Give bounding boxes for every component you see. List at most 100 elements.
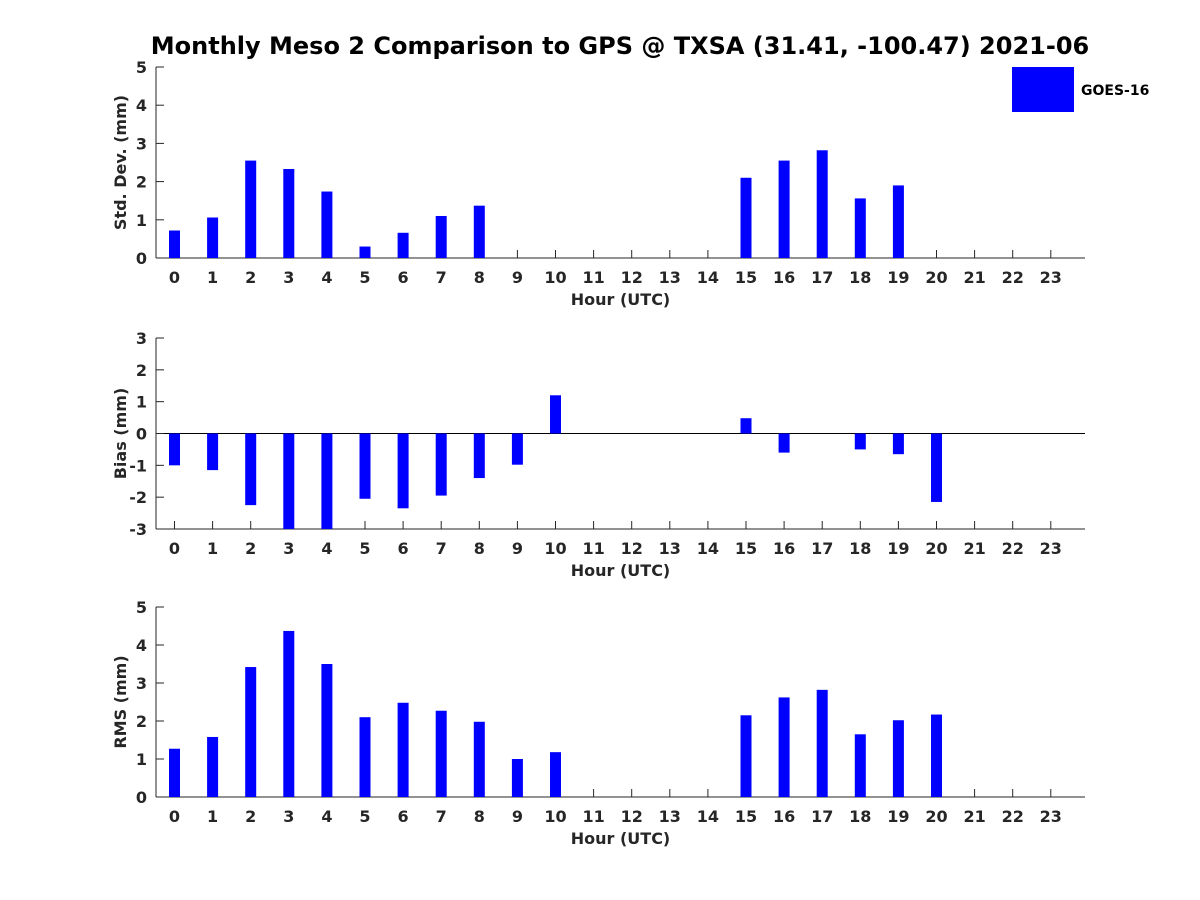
bar-hour-0: [169, 433, 180, 466]
y-tick-label: 4: [136, 96, 147, 115]
bar-hour-15: [740, 418, 752, 434]
x-tick-label: 9: [512, 268, 523, 287]
bar-hour-8: [473, 721, 485, 797]
x-tick-label: 19: [887, 268, 909, 287]
y-tick-label: 0: [136, 425, 147, 444]
y-tick-label: 2: [136, 361, 147, 380]
x-tick-label: 18: [849, 807, 871, 826]
x-tick-label: 5: [359, 539, 370, 558]
x-tick-label: 0: [169, 539, 180, 558]
y-tick-label: 2: [136, 173, 147, 192]
x-tick-label: 20: [925, 807, 947, 826]
x-tick-label: 2: [245, 807, 256, 826]
bar-hour-2: [245, 667, 257, 797]
bar-hour-2: [245, 433, 257, 506]
legend-label-goes-16: GOES-16: [1081, 83, 1149, 99]
x-tick-label: 23: [1040, 807, 1062, 826]
y-tick-label: 0: [136, 788, 147, 807]
bar-hour-6: [397, 232, 409, 258]
x-tick-label: 12: [621, 268, 643, 287]
bar-hour-8: [473, 205, 485, 258]
x-tick-label: 10: [544, 539, 566, 558]
x-tick-label: 1: [207, 539, 218, 558]
bar-hour-8: [473, 433, 485, 479]
x-tick-label: 5: [359, 268, 370, 287]
x-tick-label: 10: [544, 268, 566, 287]
x-tick-label: 17: [811, 539, 833, 558]
x-tick-label: 18: [849, 268, 871, 287]
y-tick-label: 1: [136, 393, 147, 412]
bar-hour-15: [740, 177, 752, 258]
x-tick-label: 3: [283, 539, 294, 558]
bar-hour-5: [359, 433, 371, 499]
x-tick-label: 13: [659, 268, 681, 287]
x-tick-label: 8: [474, 807, 485, 826]
bar-hour-18: [854, 198, 866, 258]
x-tick-label: 0: [169, 268, 180, 287]
x-tick-label: 6: [398, 539, 409, 558]
bar-hour-0: [169, 748, 180, 797]
x-tick-label: 15: [735, 807, 757, 826]
x-tick-label: 19: [887, 539, 909, 558]
x-tick-label: 4: [321, 807, 332, 826]
chart-legend: GOES-16: [1012, 67, 1149, 112]
x-tick-label: 14: [697, 807, 719, 826]
x-tick-label: 19: [887, 807, 909, 826]
bar-hour-17: [816, 150, 828, 258]
chart-title: Monthly Meso 2 Comparison to GPS @ TXSA …: [151, 32, 1089, 60]
y-tick-label: -1: [129, 456, 147, 475]
x-tick-label: 17: [811, 268, 833, 287]
bar-hour-18: [854, 433, 866, 450]
bar-hour-18: [854, 734, 866, 797]
y-tick-label: 3: [136, 329, 147, 348]
bar-hour-4: [321, 433, 333, 529]
bar-hour-19: [892, 433, 904, 455]
bar-hour-20: [931, 433, 942, 502]
bar-hour-0: [169, 230, 180, 258]
x-tick-label: 23: [1040, 539, 1062, 558]
y-tick-label: 0: [136, 249, 147, 268]
x-tick-label: 16: [773, 539, 795, 558]
x-tick-label: 23: [1040, 268, 1062, 287]
bar-hour-3: [283, 433, 295, 529]
bar-hour-1: [207, 217, 219, 258]
y-axis-label: RMS (mm): [111, 655, 130, 748]
y-tick-label: 3: [136, 134, 147, 153]
y-tick-label: 1: [136, 211, 147, 230]
x-axis-label: Hour (UTC): [571, 561, 671, 580]
bar-hour-7: [435, 710, 447, 797]
x-tick-label: 2: [245, 539, 256, 558]
x-tick-label: 4: [321, 539, 332, 558]
x-tick-label: 7: [436, 807, 447, 826]
x-tick-label: 9: [512, 539, 523, 558]
bar-hour-16: [778, 160, 790, 258]
bar-hour-20: [931, 714, 942, 797]
y-axis-label: Std. Dev. (mm): [111, 95, 130, 230]
x-tick-label: 9: [512, 807, 523, 826]
x-tick-label: 22: [1002, 268, 1024, 287]
x-tick-label: 11: [582, 268, 604, 287]
bar-hour-7: [435, 433, 447, 496]
x-tick-label: 12: [621, 807, 643, 826]
bar-hour-5: [359, 246, 371, 258]
bar-hour-4: [321, 664, 333, 797]
bar-hour-15: [740, 715, 752, 797]
x-tick-label: 7: [436, 539, 447, 558]
bar-hour-6: [397, 702, 409, 797]
x-tick-label: 13: [659, 539, 681, 558]
x-tick-label: 16: [773, 807, 795, 826]
bar-hour-4: [321, 191, 333, 258]
x-tick-label: 5: [359, 807, 370, 826]
bar-hour-3: [283, 630, 295, 797]
y-tick-label: 2: [136, 712, 147, 731]
x-axis-label: Hour (UTC): [571, 290, 671, 309]
bar-hour-7: [435, 215, 447, 258]
x-axis-label: Hour (UTC): [571, 829, 671, 848]
bar-hour-16: [778, 697, 790, 797]
x-tick-label: 0: [169, 807, 180, 826]
x-tick-label: 7: [436, 268, 447, 287]
